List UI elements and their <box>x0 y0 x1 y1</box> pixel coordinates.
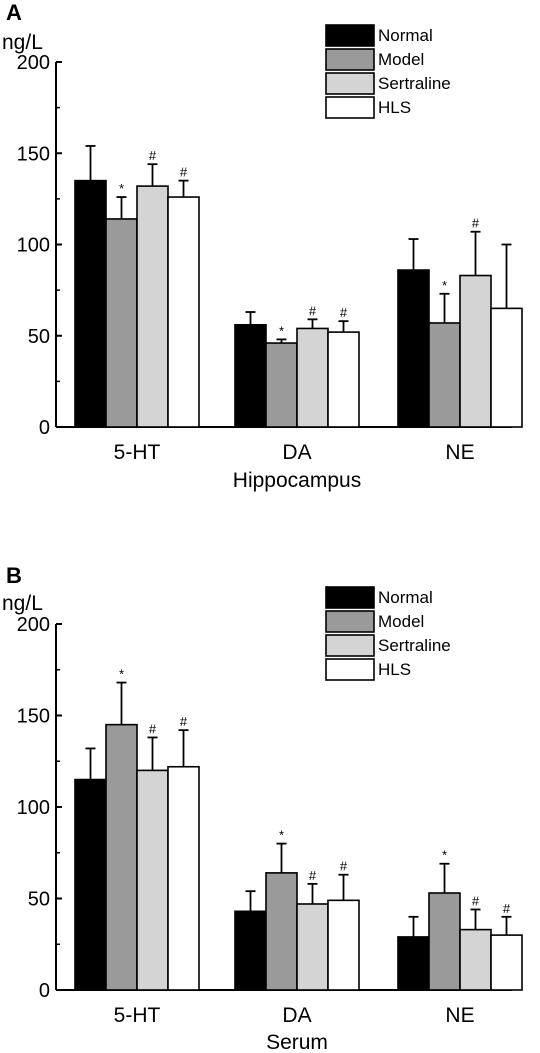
x-axis-title: Serum <box>266 1031 328 1053</box>
legend-swatch <box>325 610 375 633</box>
bar-normal-ne <box>397 936 430 991</box>
legend-label: Normal <box>378 588 433 607</box>
bar-model-ne <box>428 892 461 991</box>
significance-marker: # <box>340 859 348 874</box>
significance-marker: # <box>149 721 157 736</box>
legend-swatch <box>325 72 375 95</box>
legend-label: Sertraline <box>378 636 451 655</box>
bar-hls-ne <box>490 307 523 428</box>
bar-normal-da <box>234 910 267 991</box>
legend-swatch <box>325 658 375 681</box>
x-tick-label: 5-HT <box>114 1004 161 1027</box>
bar-model-ne <box>428 322 461 428</box>
y-tick-label: 150 <box>17 143 50 165</box>
x-tick-label: DA <box>282 441 311 464</box>
legend-swatch <box>325 634 375 657</box>
y-tick-label: 100 <box>17 235 50 257</box>
legend: Normal Model Sertraline HLS <box>325 586 451 681</box>
x-tick-label: DA <box>282 1004 311 1027</box>
significance-marker: * <box>279 828 284 843</box>
x-tick-label: NE <box>445 1004 474 1027</box>
x-axis-title: Hippocampus <box>233 469 361 492</box>
chart-panel-a: Ang/L 0 50 100 150 200 * # #5-HT * # # DA * # NE Hippoca… <box>2 0 523 492</box>
y-tick-label: 200 <box>17 614 50 636</box>
significance-marker: # <box>472 216 480 231</box>
bar-sertraline-ne <box>459 928 492 991</box>
y-tick-label: 50 <box>28 326 50 348</box>
significance-marker: # <box>309 303 317 318</box>
bar-model-5ht <box>105 723 138 991</box>
bar-hls-5ht <box>167 196 200 428</box>
legend: Normal Model Sertraline HLS <box>325 24 451 119</box>
legend-label: HLS <box>378 660 411 679</box>
y-unit-label: ng/L <box>2 592 43 615</box>
significance-marker: # <box>309 868 317 883</box>
significance-marker: # <box>180 165 188 180</box>
y-tick-label: 0 <box>39 417 50 439</box>
significance-marker: * <box>119 667 124 682</box>
y-tick-label: 200 <box>17 52 50 74</box>
significance-marker: # <box>149 148 157 163</box>
y-tick-label: 100 <box>17 797 50 819</box>
bar-normal-da <box>234 323 267 428</box>
bar-model-da <box>265 872 298 991</box>
significance-marker: # <box>472 893 480 908</box>
significance-marker: * <box>442 848 447 863</box>
panel-letter: B <box>6 563 22 588</box>
y-tick-label: 50 <box>28 889 50 911</box>
legend-swatch <box>325 586 375 609</box>
y-unit-label: ng/L <box>2 31 43 54</box>
bar-normal-ne <box>397 269 430 428</box>
bar-normal-5ht <box>74 179 107 428</box>
y-tick-label: 0 <box>39 980 50 1002</box>
bar-hls-da <box>327 331 360 428</box>
significance-marker: # <box>340 305 348 320</box>
legend-swatch <box>325 48 375 71</box>
bar-model-da <box>265 342 298 428</box>
bar-hls-ne <box>490 934 523 991</box>
legend-label: Model <box>378 612 424 631</box>
bar-model-5ht <box>105 218 138 428</box>
significance-marker: * <box>279 323 284 338</box>
legend-label: HLS <box>378 98 411 117</box>
panel-letter: A <box>6 0 22 25</box>
bar-hls-5ht <box>167 765 200 991</box>
legend-swatch <box>325 24 375 47</box>
bar-normal-5ht <box>74 778 107 991</box>
x-tick-label: 5-HT <box>114 441 161 464</box>
chart-panel-b: Bng/L 0 50 100 150 200 * # #5-HT * # # DA * # # NE Serum N… <box>2 563 523 1053</box>
bar-sertraline-5ht <box>136 769 169 991</box>
significance-marker: * <box>119 181 124 196</box>
bar-sertraline-ne <box>459 274 492 428</box>
legend-label: Model <box>378 50 424 69</box>
legend-label: Sertraline <box>378 74 451 93</box>
legend-swatch <box>325 96 375 119</box>
bar-sertraline-da <box>296 903 329 991</box>
significance-marker: * <box>442 278 447 293</box>
legend-label: Normal <box>378 26 433 45</box>
bar-sertraline-da <box>296 327 329 428</box>
significance-marker: # <box>503 901 511 916</box>
y-tick-label: 150 <box>17 706 50 728</box>
x-tick-label: NE <box>445 441 474 464</box>
significance-marker: # <box>180 714 188 729</box>
bar-hls-da <box>327 899 360 991</box>
bar-sertraline-5ht <box>136 185 169 428</box>
